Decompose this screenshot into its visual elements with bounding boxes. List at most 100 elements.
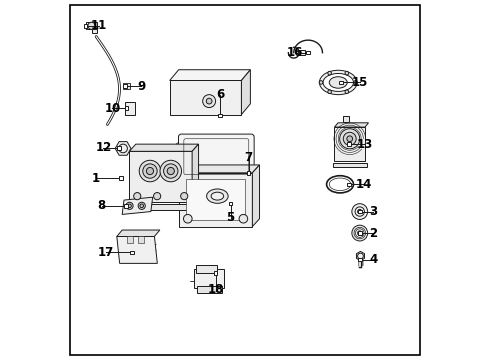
Bar [358, 231, 362, 235]
Text: 16: 16 [287, 46, 303, 59]
Circle shape [153, 193, 161, 200]
Circle shape [358, 210, 362, 214]
Circle shape [345, 90, 349, 94]
Text: 3: 3 [369, 205, 377, 218]
Circle shape [140, 204, 144, 208]
Bar [343, 116, 349, 122]
Circle shape [358, 253, 364, 259]
Circle shape [128, 204, 131, 208]
Bar [127, 236, 133, 243]
Text: 1: 1 [92, 172, 100, 185]
Circle shape [355, 207, 365, 216]
Circle shape [352, 204, 368, 220]
Bar [92, 29, 97, 33]
Bar [339, 81, 343, 84]
Bar [84, 24, 87, 28]
Bar [170, 81, 242, 114]
Polygon shape [117, 230, 160, 237]
Circle shape [119, 144, 127, 153]
Polygon shape [242, 70, 250, 114]
Bar [123, 84, 126, 88]
Bar [298, 50, 305, 55]
Text: 4: 4 [369, 253, 377, 266]
Circle shape [181, 193, 188, 200]
Circle shape [319, 81, 323, 84]
Text: 6: 6 [216, 88, 224, 101]
Circle shape [347, 136, 353, 141]
Polygon shape [335, 123, 368, 127]
Bar [358, 210, 362, 213]
Circle shape [358, 231, 362, 235]
Bar [127, 204, 194, 210]
Bar [333, 163, 367, 167]
Circle shape [206, 98, 212, 104]
Bar [130, 251, 134, 254]
Bar [123, 83, 130, 89]
Text: 7: 7 [245, 151, 253, 164]
Circle shape [343, 132, 356, 145]
FancyBboxPatch shape [178, 134, 254, 179]
Text: 10: 10 [104, 102, 121, 115]
Circle shape [138, 202, 146, 210]
Bar [247, 171, 250, 175]
Bar [138, 236, 144, 243]
Circle shape [147, 167, 153, 175]
Polygon shape [356, 251, 365, 261]
Ellipse shape [207, 189, 228, 203]
Bar [218, 114, 221, 117]
Bar [196, 286, 221, 293]
Bar [347, 142, 351, 146]
Circle shape [167, 167, 174, 175]
Text: 9: 9 [137, 80, 145, 93]
Circle shape [88, 22, 95, 30]
Bar [120, 176, 123, 180]
Ellipse shape [326, 176, 353, 193]
Polygon shape [122, 197, 153, 215]
Bar [214, 271, 218, 275]
Circle shape [345, 71, 349, 75]
Polygon shape [252, 165, 260, 226]
Circle shape [352, 225, 368, 241]
Text: 11: 11 [91, 19, 107, 32]
Text: 15: 15 [351, 76, 368, 89]
Text: 17: 17 [98, 246, 114, 259]
Circle shape [328, 71, 331, 75]
Bar [129, 151, 192, 202]
Circle shape [328, 90, 331, 94]
Circle shape [183, 215, 192, 223]
Bar [125, 107, 128, 110]
Polygon shape [117, 237, 157, 264]
Circle shape [354, 81, 357, 84]
Ellipse shape [323, 73, 353, 91]
Text: 12: 12 [95, 141, 111, 154]
Circle shape [164, 164, 178, 178]
Bar [87, 22, 97, 30]
Circle shape [340, 129, 360, 149]
Bar [194, 269, 224, 288]
Polygon shape [170, 70, 250, 81]
Bar [229, 202, 232, 205]
Bar [306, 51, 310, 54]
Ellipse shape [211, 192, 223, 200]
Circle shape [126, 202, 133, 210]
Bar [179, 173, 252, 226]
Circle shape [239, 215, 247, 223]
Bar [335, 127, 365, 161]
Ellipse shape [329, 178, 351, 190]
Bar [358, 258, 362, 261]
Polygon shape [129, 144, 198, 151]
Polygon shape [115, 141, 131, 155]
Polygon shape [192, 144, 198, 202]
Circle shape [203, 95, 216, 108]
Circle shape [160, 160, 181, 182]
Text: 14: 14 [356, 178, 372, 191]
Bar [347, 183, 351, 186]
Text: 8: 8 [98, 199, 106, 212]
Circle shape [143, 164, 157, 178]
Text: 13: 13 [357, 138, 373, 150]
Bar [186, 179, 245, 220]
Bar [117, 146, 121, 149]
Text: 18: 18 [207, 283, 224, 296]
Bar [196, 265, 217, 273]
Circle shape [139, 160, 161, 182]
